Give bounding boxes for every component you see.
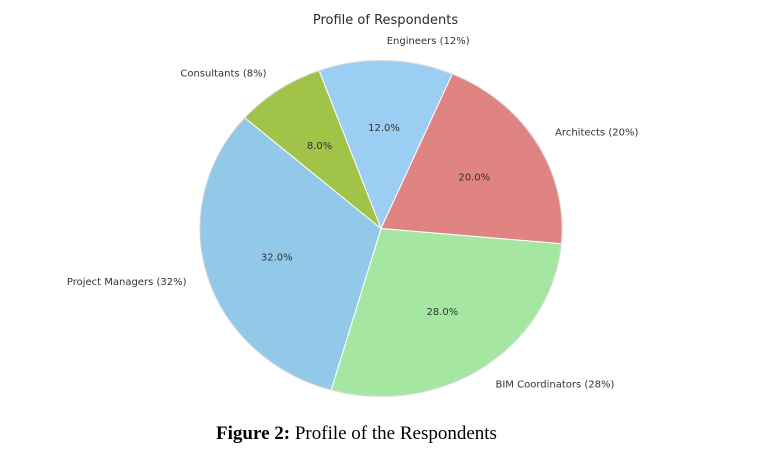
pie-rim <box>199 60 563 397</box>
pct-label-architects: 20.0% <box>458 172 490 183</box>
pct-label-project-managers: 32.0% <box>261 253 293 264</box>
slice-label-consultants: Consultants (8%) <box>180 69 266 80</box>
chart-title: Profile of Respondents <box>312 13 459 28</box>
pct-label-consultants: 8.0% <box>307 141 332 152</box>
figure-caption-text: Profile of the Respondents <box>290 423 497 444</box>
figure-caption-label: Figure 2: <box>216 423 291 444</box>
pct-label-bim-coordinators: 28.0% <box>427 307 459 318</box>
slice-label-project-managers: Project Managers (32%) <box>67 277 187 288</box>
slice-label-architects: Architects (20%) <box>555 128 638 139</box>
pie-slice-bim-coordinators <box>330 227 562 397</box>
figure-caption: Figure 2: Profile of the Respondents <box>0 423 742 445</box>
pie-slice-engineers <box>318 60 453 230</box>
pie-chart: 12.0% Engineers (12%) 20.0% Architects (20%… <box>67 36 638 397</box>
pct-label-engineers: 12.0% <box>368 123 400 134</box>
pie-slice-consultants <box>244 70 383 231</box>
slice-label-bim-coordinators: BIM Coordinators (28%) <box>496 379 615 390</box>
pie-slice-architects <box>380 73 563 245</box>
pie-slice-project-managers <box>199 117 382 391</box>
slice-label-engineers: Engineers (12%) <box>387 36 470 47</box>
